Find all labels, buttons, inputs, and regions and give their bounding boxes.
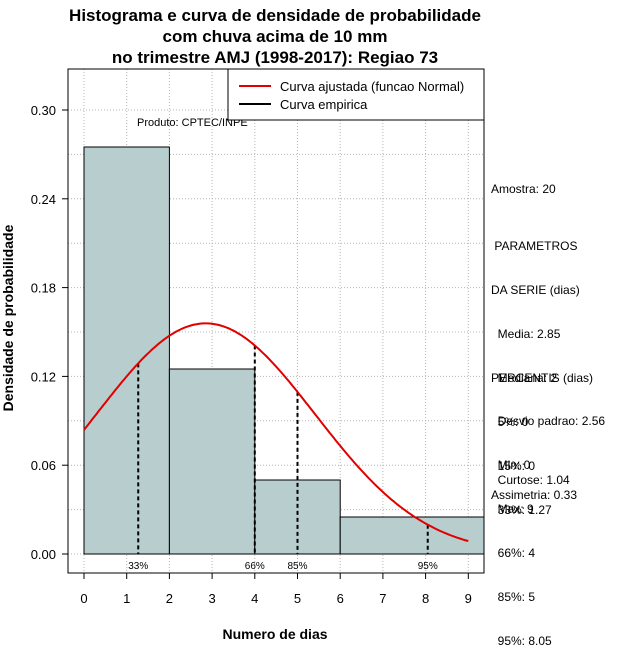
kurtosis: Curtose: 1.04 [491,473,570,487]
param-median: Mediana: 2 [491,370,558,385]
percentile-15: 15%: 0 [491,458,536,473]
y-tick-label: 0.12 [31,369,56,384]
y-tick-label: 0.24 [31,192,56,207]
percentile-label: 95% [418,561,438,572]
histogram-bar [83,146,170,555]
normal-fit-curve [83,322,469,543]
x-tick-label: 9 [465,591,472,606]
chart-title-line-1: Histograma e curva de densidade de proba… [69,6,481,25]
skewness: Assimetria: 0.33 [491,488,578,502]
percentile-label: 85% [287,561,307,572]
x-tick-label: 5 [294,591,301,606]
x-axis-label: Numero de dias [222,626,327,642]
percentile-66: 66%: 4 [491,546,536,561]
legend: Curva ajustada (funcao Normal) Curva emp… [227,68,485,121]
y-axis-label: Densidade de probabilidade [0,224,16,411]
x-tick-label: 4 [251,591,258,606]
parameters-heading: PARAMETROS [491,239,578,254]
percentile-5: 5%: 0 [491,414,529,429]
y-tick-label: 0.18 [31,281,56,296]
parameters-subheading: DA SERIE (dias) [491,282,580,297]
x-tick-label: 6 [337,591,344,606]
percentile-label: 66% [245,561,265,572]
percentiles-panel: PERCENTIS (dias) 5%: 0 15%: 0 33%: 1.27 … [491,342,593,663]
sample-size: Amostra: 20 [491,182,556,196]
product-annotation: Produto: CPTEC/INPE [137,117,248,129]
percentile-lines: 33% 66% 85% 95% [128,345,438,572]
x-tick-label: 1 [123,591,130,606]
y-tick-label: 0.06 [31,458,56,473]
series-parameters: PARAMETROS DA SERIE (dias) Media: 2.85 M… [491,210,605,531]
legend-label-fit: Curva ajustada (funcao Normal) [280,79,464,94]
param-mean: Media: 2.85 [491,326,561,341]
param-max: Max: 9 [491,501,534,516]
histogram-bar [339,516,485,555]
y-tick-label: 0.30 [31,103,56,118]
axes: 0 1 2 3 4 5 6 7 8 9 0.00 0.06 0.12 0.18 0.24 0.30 [31,68,485,606]
histogram-bars [83,146,485,555]
histogram-bar [168,368,256,555]
x-tick-label: 0 [80,591,87,606]
x-tick-label: 7 [379,591,386,606]
x-tick-label: 2 [166,591,173,606]
x-tick-label: 3 [208,591,215,606]
percentiles-heading: PERCENTIS (dias) [491,371,594,386]
chart-title-line-2: com chuva acima de 10 mm [163,27,388,46]
param-std-dev: Desvio padrao: 2.56 [491,414,606,429]
param-min: Min: 0 [491,458,531,473]
percentile-95: 95%: 8.05 [491,633,552,648]
x-tick-label: 8 [422,591,429,606]
percentile-label: 33% [128,561,148,572]
legend-box [227,68,485,121]
y-tick-label: 0.00 [31,547,56,562]
percentile-33: 33%: 1.27 [491,502,552,517]
legend-label-empirical: Curva empirica [280,97,368,112]
chart-title-line-3: no trimestre AMJ (1998-2017): Regiao 73 [112,48,438,67]
percentile-85: 85%: 5 [491,590,536,605]
